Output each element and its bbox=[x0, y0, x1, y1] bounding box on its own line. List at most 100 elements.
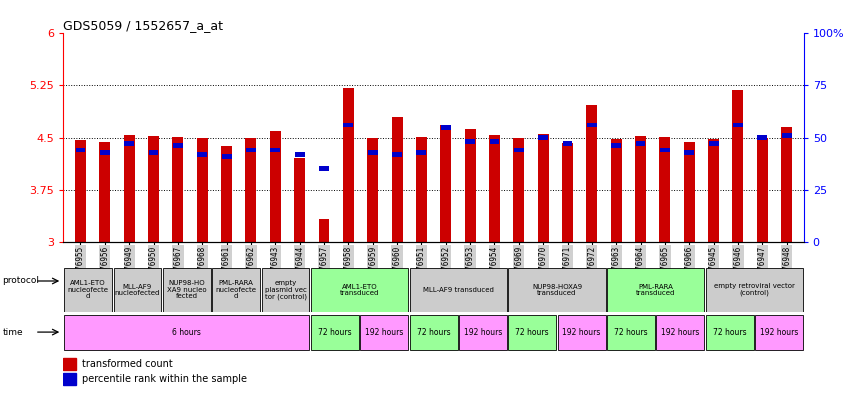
Text: NUP98-HO
XA9 nucleo
fected: NUP98-HO XA9 nucleo fected bbox=[167, 280, 206, 299]
Bar bbox=[221, 146, 232, 242]
Bar bbox=[660, 148, 670, 152]
Bar bbox=[63, 358, 76, 369]
Bar bbox=[607, 268, 704, 312]
Bar bbox=[709, 141, 718, 146]
Text: empty retroviral vector
(control): empty retroviral vector (control) bbox=[714, 283, 794, 296]
Text: 72 hours: 72 hours bbox=[713, 328, 746, 337]
Bar bbox=[508, 268, 606, 312]
Bar bbox=[416, 150, 426, 154]
Bar bbox=[222, 154, 232, 159]
Bar bbox=[656, 315, 704, 350]
Bar bbox=[409, 315, 458, 350]
Text: time: time bbox=[3, 328, 23, 336]
Text: 192 hours: 192 hours bbox=[563, 328, 601, 337]
Bar bbox=[246, 148, 255, 152]
Bar bbox=[562, 143, 573, 242]
Bar bbox=[684, 142, 695, 242]
Text: GDS5059 / 1552657_a_at: GDS5059 / 1552657_a_at bbox=[63, 19, 223, 32]
Bar bbox=[75, 140, 86, 242]
Text: 192 hours: 192 hours bbox=[464, 328, 503, 337]
Text: protocol: protocol bbox=[3, 277, 40, 285]
Bar bbox=[587, 123, 596, 127]
Bar bbox=[124, 141, 135, 146]
Bar bbox=[782, 133, 792, 138]
Text: 72 hours: 72 hours bbox=[417, 328, 450, 337]
Bar bbox=[733, 90, 744, 242]
Bar bbox=[64, 315, 310, 350]
Text: 192 hours: 192 hours bbox=[760, 328, 799, 337]
Bar bbox=[173, 137, 184, 242]
Bar bbox=[563, 141, 573, 146]
Bar bbox=[607, 315, 655, 350]
Bar bbox=[611, 139, 622, 242]
Bar bbox=[441, 125, 451, 130]
Bar bbox=[319, 166, 329, 171]
Text: PML-RARA
nucleofecte
d: PML-RARA nucleofecte d bbox=[216, 280, 256, 299]
Bar bbox=[311, 268, 408, 312]
Text: MLL-AF9
nucleofected: MLL-AF9 nucleofected bbox=[115, 284, 160, 296]
Text: empty
plasmid vec
tor (control): empty plasmid vec tor (control) bbox=[265, 280, 306, 299]
Bar bbox=[319, 219, 329, 242]
Bar bbox=[343, 88, 354, 242]
Bar bbox=[368, 150, 377, 154]
Bar bbox=[684, 150, 695, 154]
Bar bbox=[261, 268, 310, 312]
Bar bbox=[360, 315, 408, 350]
Bar bbox=[659, 137, 670, 242]
Bar bbox=[464, 129, 475, 242]
Bar bbox=[63, 373, 76, 385]
Bar bbox=[197, 152, 207, 157]
Bar bbox=[270, 130, 281, 242]
Bar bbox=[197, 138, 208, 242]
Bar bbox=[409, 268, 507, 312]
Bar bbox=[64, 268, 112, 312]
Bar bbox=[757, 138, 768, 242]
Bar bbox=[781, 127, 792, 242]
Bar bbox=[124, 136, 135, 242]
Text: MLL-AF9 transduced: MLL-AF9 transduced bbox=[423, 287, 494, 293]
Bar bbox=[173, 143, 183, 148]
Bar bbox=[311, 315, 359, 350]
Bar bbox=[113, 268, 162, 312]
Bar bbox=[635, 136, 646, 242]
Bar bbox=[343, 123, 354, 127]
Bar bbox=[245, 138, 256, 242]
Text: 72 hours: 72 hours bbox=[318, 328, 352, 337]
Bar bbox=[459, 315, 507, 350]
Bar bbox=[294, 152, 305, 157]
Bar bbox=[490, 139, 499, 144]
Text: NUP98-HOXA9
transduced: NUP98-HOXA9 transduced bbox=[532, 284, 582, 296]
Bar bbox=[148, 136, 159, 242]
Bar bbox=[538, 135, 548, 140]
Bar bbox=[367, 138, 378, 242]
Bar bbox=[392, 152, 402, 157]
Text: 192 hours: 192 hours bbox=[365, 328, 404, 337]
Bar bbox=[706, 268, 803, 312]
Bar bbox=[163, 268, 211, 312]
Bar bbox=[755, 315, 803, 350]
Bar bbox=[100, 150, 110, 154]
Bar bbox=[538, 134, 548, 242]
Bar bbox=[440, 125, 451, 242]
Bar bbox=[75, 148, 85, 152]
Text: AML1-ETO
transduced: AML1-ETO transduced bbox=[340, 284, 379, 296]
Bar bbox=[612, 143, 621, 148]
Bar bbox=[558, 315, 606, 350]
Bar bbox=[489, 135, 500, 242]
Bar bbox=[465, 139, 475, 144]
Text: 72 hours: 72 hours bbox=[515, 328, 549, 337]
Text: PML-RARA
transduced: PML-RARA transduced bbox=[636, 284, 675, 296]
Bar bbox=[757, 135, 767, 140]
Bar bbox=[706, 315, 754, 350]
Bar bbox=[586, 105, 597, 242]
Bar bbox=[514, 138, 525, 242]
Bar bbox=[294, 158, 305, 242]
Text: 6 hours: 6 hours bbox=[173, 328, 201, 337]
Bar bbox=[514, 148, 524, 152]
Text: 72 hours: 72 hours bbox=[614, 328, 648, 337]
Text: transformed count: transformed count bbox=[82, 359, 173, 369]
Bar bbox=[508, 315, 556, 350]
Text: AML1-ETO
nucleofecte
d: AML1-ETO nucleofecte d bbox=[68, 280, 108, 299]
Text: 192 hours: 192 hours bbox=[661, 328, 700, 337]
Text: percentile rank within the sample: percentile rank within the sample bbox=[82, 374, 248, 384]
